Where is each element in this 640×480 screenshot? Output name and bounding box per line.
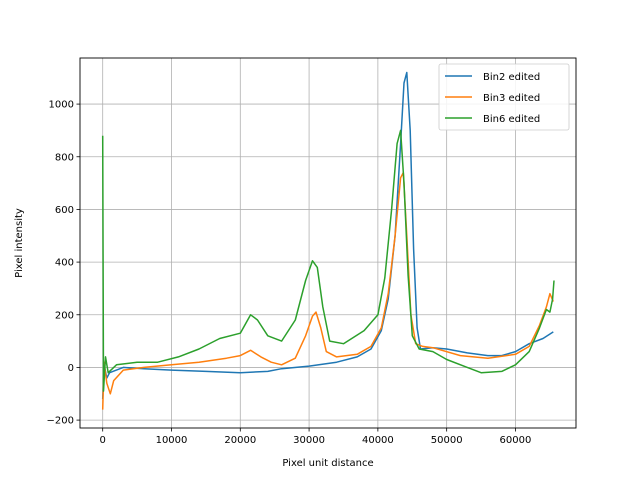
y-tick-label: 0	[68, 363, 74, 374]
y-tick-label: 200	[55, 310, 74, 321]
y-tick-label: 800	[55, 152, 74, 163]
x-tick-label: 30000	[293, 435, 325, 446]
series-line-2	[101, 171, 554, 410]
x-tick-label: 20000	[224, 435, 256, 446]
legend-entry: Bin3 edited	[483, 93, 540, 104]
series-lines	[101, 71, 555, 410]
x-tick-label: 50000	[431, 435, 463, 446]
legend-entry: Bin6 edited	[483, 114, 540, 125]
y-tick-label: 400	[55, 258, 74, 269]
y-tick-label: 600	[55, 205, 74, 216]
y-axis: −200 0 200 400 600 800 1000	[47, 100, 80, 427]
y-tick-label: 1000	[49, 100, 74, 111]
x-tick-label: 0	[100, 435, 106, 446]
x-axis-label: Pixel unit distance	[282, 458, 373, 469]
legend-entry: Bin2 edited	[483, 72, 540, 83]
series-line-3	[101, 129, 555, 392]
y-axis-label: Pixel intensity	[14, 208, 25, 278]
plot-frame	[79, 57, 577, 429]
y-tick-label: −200	[47, 416, 74, 427]
x-tick-label: 10000	[156, 435, 188, 446]
legend-box	[438, 63, 570, 131]
x-tick-label: 40000	[362, 435, 394, 446]
x-tick-label: 60000	[500, 435, 532, 446]
legend: Bin2 edited Bin3 edited Bin6 edited	[438, 63, 570, 131]
x-axis: 0 10000 20000 30000 40000 50000 60000	[100, 428, 532, 446]
